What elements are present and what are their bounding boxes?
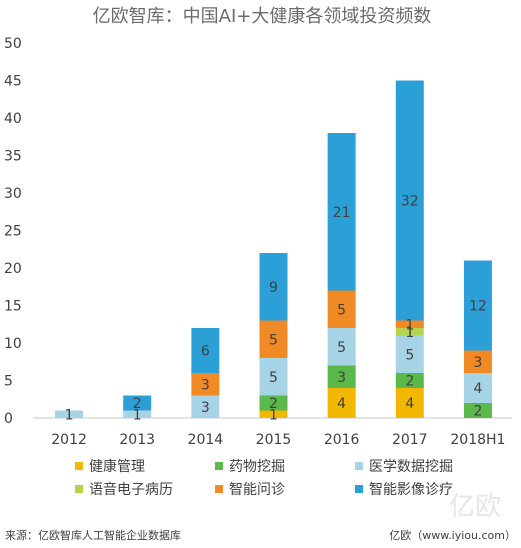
bar-segment [327,365,356,388]
data-label: 1 [405,325,414,341]
bar-segment [395,335,424,373]
bar-segment [463,350,492,373]
x-tick-label: 2015 [256,432,292,448]
y-tick-label: 35 [4,149,22,165]
data-label: 5 [337,340,346,356]
data-label: 1 [65,407,74,423]
legend-swatch [215,485,223,493]
bar-segment [327,328,356,366]
legend-label: 健康管理 [89,458,145,475]
legend-swatch [355,462,363,470]
legend-label: 智能问诊 [229,482,285,498]
bar-segment [463,373,492,403]
data-label: 1 [269,407,278,423]
data-label: 2 [269,396,278,412]
data-label: 3 [201,377,210,393]
legend-label: 药物挖掘 [229,459,285,475]
bar-segment [463,403,492,418]
data-label: 4 [473,381,482,397]
bar-segment [191,328,220,373]
bar-segment [191,373,220,396]
y-tick-label: 30 [4,186,22,202]
data-label: 3 [473,355,482,371]
x-tick-label: 2012 [51,432,87,448]
data-label: 5 [337,302,346,318]
data-label: 2 [473,404,482,420]
bar-segment [259,395,288,411]
legend-swatch [75,485,83,493]
data-label: 3 [201,400,210,416]
bar-segment [395,388,424,418]
bar-segment [259,358,288,396]
bar-segment [395,328,424,336]
y-tick-label: 0 [4,411,13,427]
y-tick-label: 50 [4,36,22,52]
data-label: 4 [405,396,414,412]
data-label: 5 [269,332,278,348]
legend-label: 医学数据挖掘 [369,459,453,475]
data-label: 4 [337,396,346,412]
y-tick-label: 40 [4,111,22,127]
y-tick-label: 20 [4,261,22,277]
y-tick-label: 10 [4,336,22,352]
y-tick-label: 15 [4,299,22,315]
data-label: 1 [405,317,414,333]
data-label: 9 [269,280,278,296]
y-tick-label: 25 [4,224,22,240]
bar-segment [327,290,356,328]
data-label: 21 [333,205,351,221]
bars [55,80,492,418]
bar-segment [259,320,288,358]
bar-segment [395,80,424,321]
x-tick-label: 2018H1 [450,432,505,448]
site-credit: 亿欧（www.iyiou.com） [389,529,516,542]
bar-segment [123,395,152,411]
chart-title: 亿欧智库：中国AI+大健康各领域投资频数 [93,6,432,27]
data-label: 1 [133,407,142,423]
data-label: 2 [405,374,414,390]
bar-segment [259,410,288,418]
data-label: 5 [405,347,414,363]
watermark: 亿欧 [449,492,501,522]
y-axis: 0 5 10 15 20 25 30 35 40 45 50 [4,36,22,427]
y-tick-label: 45 [4,74,22,90]
legend-swatch [355,485,363,493]
data-label: 6 [201,344,210,360]
bar-segment [259,253,288,321]
watermark-text: 亿欧 [449,492,501,522]
bar-segment [55,410,84,418]
x-tick-label: 2017 [392,432,428,448]
bar-segment [123,410,152,418]
bar-segment [395,320,424,328]
data-label: 2 [133,396,142,412]
bar-segment [327,133,356,291]
source-note: 来源：亿欧智库人工智能企业数据库 [5,528,181,542]
legend-label: 智能影像诊疗 [369,482,453,498]
bar-segment [191,395,220,418]
bar-segment [327,388,356,418]
bar-segment [395,373,424,388]
data-label: 12 [469,299,487,315]
x-axis: 2012 2013 2014 2015 2016 2017 2018H1 [51,432,505,448]
legend-swatch [75,462,83,470]
data-label: 5 [269,370,278,386]
y-tick-label: 5 [4,374,13,390]
legend-swatch [215,462,223,470]
x-tick-label: 2014 [188,432,224,448]
x-tick-label: 2013 [119,432,155,448]
data-label: 3 [337,370,346,386]
x-tick-label: 2016 [324,432,360,448]
data-label: 32 [401,194,419,210]
legend-label: 语音电子病历 [89,481,173,498]
bar-segment [463,260,492,351]
